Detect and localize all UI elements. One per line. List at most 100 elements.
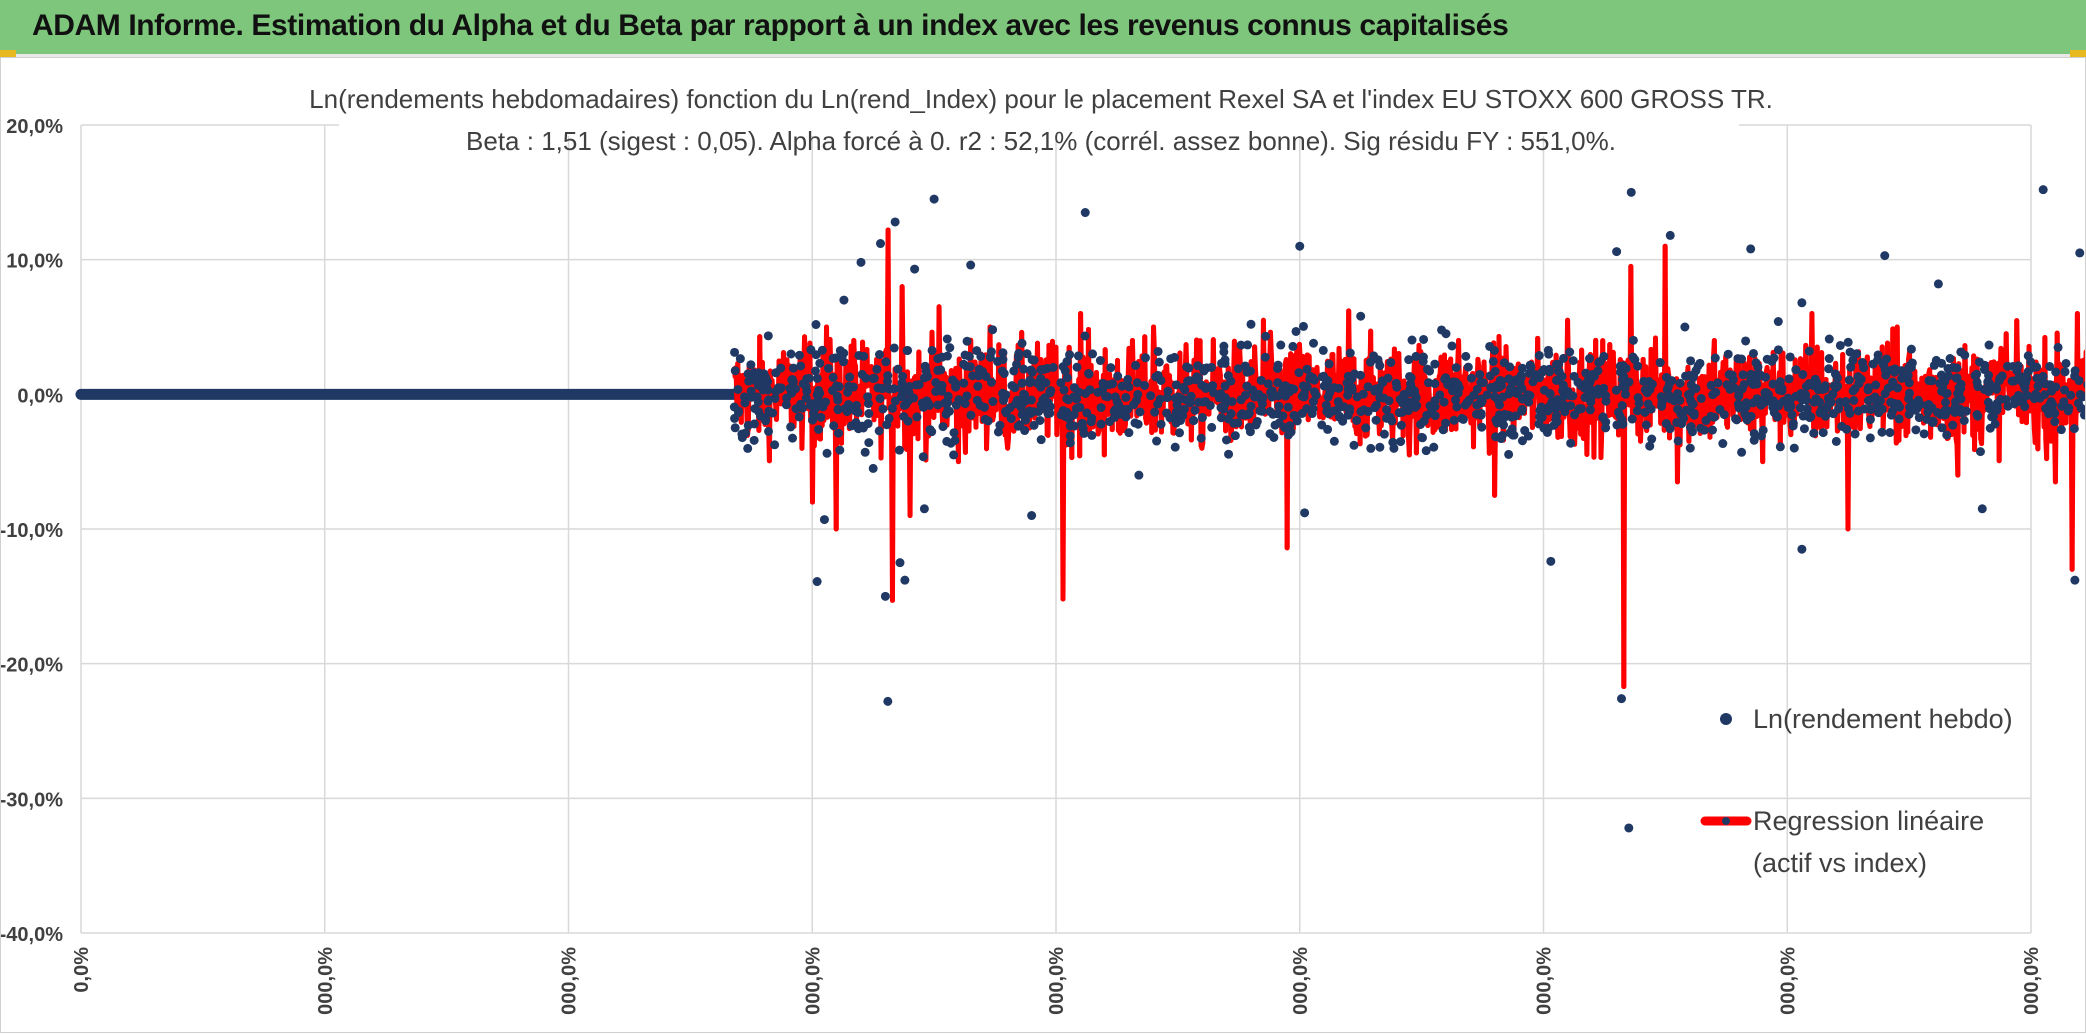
scatter-point bbox=[1134, 470, 1144, 480]
scatter-point bbox=[1924, 376, 1934, 386]
scatter-point bbox=[2021, 391, 2031, 401]
scatter-point bbox=[1696, 393, 1706, 403]
chart-titles: Ln(rendements hebdomadaires) fonction du… bbox=[309, 64, 1773, 156]
report-header-bar: ADAM Informe. Estimation du Alpha et du … bbox=[0, 0, 2086, 57]
scatter-point bbox=[1045, 387, 1055, 397]
scatter-point bbox=[2050, 417, 2060, 427]
scatter-point bbox=[1216, 413, 1226, 423]
scatter-point bbox=[975, 400, 985, 410]
scatter-point bbox=[1087, 430, 1097, 440]
scatter-point bbox=[1263, 379, 1273, 389]
scatter-point bbox=[1363, 407, 1373, 417]
scatter-point bbox=[1492, 418, 1502, 428]
scatter-point bbox=[1746, 244, 1756, 254]
scatter-point bbox=[1488, 383, 1498, 393]
scatter-point bbox=[929, 194, 939, 204]
scatter-point bbox=[1748, 379, 1758, 389]
scatter-point bbox=[1219, 341, 1229, 351]
regression-segment bbox=[889, 395, 896, 603]
scatter-point bbox=[1853, 372, 1863, 382]
scatter-point bbox=[1407, 335, 1417, 345]
scatter-point bbox=[1751, 358, 1761, 368]
scatter-point bbox=[1665, 424, 1675, 434]
scatter-point bbox=[1276, 340, 1286, 350]
scatter-point bbox=[729, 402, 739, 412]
scatter-point bbox=[1250, 392, 1260, 402]
scatter-point bbox=[1001, 390, 1011, 400]
scatter-point bbox=[949, 428, 959, 438]
scatter-point bbox=[1343, 410, 1353, 420]
legend-marker-scatter bbox=[1720, 713, 1732, 725]
scatter-point bbox=[1192, 372, 1202, 382]
scatter-point bbox=[1043, 405, 1053, 415]
scatter-point bbox=[1645, 441, 1655, 451]
scatter-point bbox=[1026, 395, 1036, 405]
chart-subtitle: Beta : 1,51 (sigest : 0,05). Alpha forcé… bbox=[466, 126, 1616, 156]
scatter-point bbox=[1356, 311, 1366, 321]
scatter-point bbox=[1395, 394, 1405, 404]
scatter-point bbox=[1601, 391, 1611, 401]
scatter-point bbox=[1880, 251, 1890, 261]
scatter-point bbox=[786, 422, 796, 432]
scatter-point bbox=[983, 416, 993, 426]
scatter-point bbox=[1554, 367, 1564, 377]
scatter-point bbox=[1065, 350, 1075, 360]
scatter-point bbox=[1634, 398, 1644, 408]
scatter-point bbox=[960, 399, 970, 409]
scatter-point bbox=[1535, 412, 1545, 422]
scatter-point bbox=[1024, 406, 1034, 416]
scatter-point bbox=[1386, 357, 1396, 367]
scatter-point bbox=[1937, 423, 1947, 433]
scatter-point bbox=[1525, 360, 1535, 370]
scatter-point bbox=[1593, 389, 1603, 399]
scatter-point bbox=[1689, 408, 1699, 418]
scatter-point bbox=[1488, 356, 1498, 366]
scatter-point bbox=[1896, 366, 1906, 376]
scatter-point bbox=[1135, 407, 1145, 417]
scatter-point bbox=[1612, 420, 1622, 430]
regression-segment bbox=[802, 334, 808, 378]
scatter-point bbox=[730, 366, 740, 376]
scatter-point bbox=[1302, 404, 1312, 414]
scatter-point bbox=[794, 412, 804, 422]
y-tick-label: 20,0% bbox=[6, 116, 63, 138]
scatter-point bbox=[1069, 421, 1079, 431]
scatter-point bbox=[1552, 375, 1562, 385]
scatter-point bbox=[1728, 375, 1738, 385]
scatter-point bbox=[1324, 359, 1334, 369]
scatter-point bbox=[1062, 357, 1072, 367]
scatter-point bbox=[2066, 390, 2076, 400]
regression-segment bbox=[1621, 392, 1628, 690]
scatter-point bbox=[2013, 397, 2023, 407]
scatter-point bbox=[1628, 335, 1638, 345]
x-tick-label: 000,0% bbox=[315, 947, 337, 1015]
scatter-point bbox=[1713, 378, 1723, 388]
scatter-point bbox=[1274, 401, 1284, 411]
scatter-point bbox=[1753, 372, 1763, 382]
scatter-point bbox=[2051, 367, 2061, 377]
scatter-point bbox=[1478, 378, 1488, 388]
scatter-point bbox=[1323, 424, 1333, 434]
scatter-point bbox=[1544, 401, 1554, 411]
scatter-point bbox=[1013, 352, 1023, 362]
regression-segment bbox=[2014, 318, 2021, 372]
scatter-point bbox=[750, 404, 760, 414]
y-tick-label: -10,0% bbox=[1, 520, 63, 542]
scatter-point bbox=[1471, 409, 1481, 419]
scatter-point bbox=[1077, 418, 1087, 428]
scatter-point bbox=[1534, 419, 1544, 429]
scatter-point bbox=[1493, 396, 1503, 406]
scatter-point bbox=[1469, 390, 1479, 400]
scatter-point bbox=[1256, 375, 1266, 385]
scatter-point bbox=[1327, 406, 1337, 416]
scatter-point bbox=[974, 371, 984, 381]
scatter-point bbox=[1516, 373, 1526, 383]
scatter-point bbox=[945, 343, 955, 353]
scatter-point bbox=[770, 440, 780, 450]
scatter-point bbox=[1890, 367, 1900, 377]
scatter-point bbox=[890, 217, 900, 227]
scatter-point bbox=[1749, 435, 1759, 445]
scatter-point bbox=[1453, 379, 1463, 389]
scatter-point bbox=[1611, 385, 1621, 395]
scatter-point bbox=[1991, 382, 2001, 392]
